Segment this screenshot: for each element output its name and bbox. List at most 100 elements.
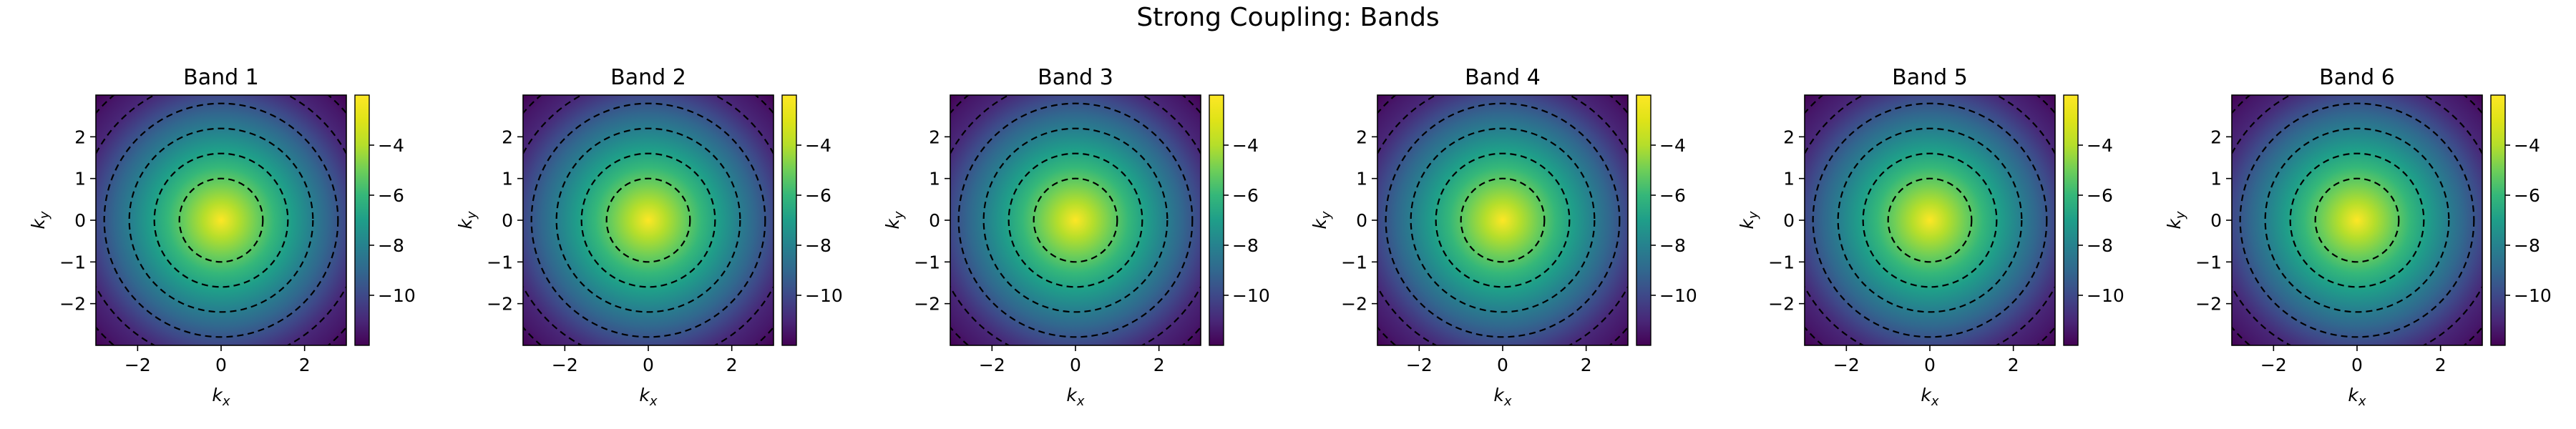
contour-line [178,177,264,263]
y-tick-label: −2 [1341,294,1367,315]
colorbar [354,94,370,346]
y-tick-label: 0 [74,210,86,231]
y-tick-label: 1 [929,169,940,189]
y-tick-label: 0 [1783,210,1795,231]
contour-line [1837,127,2023,313]
y-tick-label: 1 [74,169,86,189]
colorbar-tick-label: −6 [1659,185,1686,206]
contour-line [2314,177,2400,263]
colorbar [1636,94,1652,346]
x-tick-label: 0 [1070,355,1081,375]
panel-title: Band 2 [610,65,686,90]
y-axis-label: ky [1309,211,1334,229]
y-tick-label: 1 [1356,169,1367,189]
contour-line [1033,177,1118,263]
contour-line [555,127,741,313]
x-axis-label: kx [1066,385,1084,409]
y-tick-label: −1 [1768,252,1795,272]
colorbar-tick-label: −4 [2514,135,2540,156]
colorbar [2063,94,2079,346]
y-tick-label: 2 [929,127,940,147]
colorbar-tick-label: −8 [2514,235,2540,256]
y-tick-label: 2 [74,127,86,147]
x-tick-label: 2 [1153,355,1165,375]
x-tick-label: −2 [1833,355,1860,375]
colorbar-tick-label: −8 [1232,235,1259,256]
heatmap [1805,95,2055,345]
x-tick-label: 0 [1924,355,1936,375]
contour-line [128,127,314,313]
colorbar [1209,94,1224,346]
contour-line [530,102,766,338]
y-tick-label: −2 [914,294,940,315]
contour-line [1887,177,1973,263]
colorbar-tick-label: −8 [378,235,404,256]
y-tick-label: 0 [1356,210,1367,231]
contour-line [605,177,691,263]
y-axis-label: ky [28,211,52,229]
contour-line [957,102,1194,338]
x-tick-label: −2 [1406,355,1433,375]
y-tick-label: −2 [487,294,513,315]
x-axis-label: kx [639,385,657,409]
y-tick-label: 2 [1356,127,1367,147]
contour-line [2264,127,2450,313]
x-axis-label: kx [1493,385,1511,409]
contour-line [1410,127,1596,313]
y-tick-label: 0 [502,210,513,231]
y-tick-label: −2 [1768,294,1795,315]
x-tick-label: 0 [2351,355,2363,375]
y-tick-label: 1 [1783,169,1795,189]
panel-title: Band 1 [183,65,259,90]
contour-line [1460,177,1546,263]
colorbar-tick-label: −6 [2087,185,2113,206]
colorbar-tick-label: −8 [2087,235,2113,256]
x-tick-label: 0 [215,355,227,375]
colorbar-tick-label: −4 [1232,135,1259,156]
y-tick-label: 0 [929,210,940,231]
x-tick-label: 2 [2435,355,2446,375]
contour-line [2289,152,2425,288]
x-tick-label: 0 [1497,355,1508,375]
y-tick-label: −1 [914,252,940,272]
colorbar-tick-label: −6 [378,185,404,206]
contour-line [982,127,1169,313]
contour-line [1812,102,2048,338]
colorbar-tick-label: −6 [1232,185,1259,206]
colorbar-tick-label: −10 [805,285,843,306]
y-axis-label: ky [2164,211,2188,229]
y-tick-label: 2 [2210,127,2222,147]
colorbar-tick-label: −4 [378,135,404,156]
colorbar-tick-label: −4 [805,135,831,156]
colorbar-tick-label: −4 [1659,135,1686,156]
x-tick-label: 2 [726,355,738,375]
x-axis-label: kx [2348,385,2366,409]
heatmap-field [1805,95,2055,345]
colorbar-tick-label: −10 [378,285,416,306]
x-tick-label: −2 [125,355,151,375]
heatmap [2232,95,2482,345]
x-tick-label: 2 [299,355,311,375]
colorbar-tick-label: −8 [805,235,831,256]
x-tick-label: −2 [552,355,578,375]
heatmap [523,95,774,345]
heatmap [96,95,346,345]
x-axis-label: kx [1921,385,1938,409]
x-tick-label: −2 [2260,355,2287,375]
colorbar [2490,94,2506,346]
x-tick-label: 2 [1581,355,1592,375]
colorbar [781,94,797,346]
colorbar-tick-label: −10 [2087,285,2124,306]
colorbar-tick-label: −10 [2514,285,2552,306]
contour-line [1862,152,1998,288]
contour-line [2239,102,2475,338]
panel-title: Band 4 [1465,65,1541,90]
contour-line [103,102,339,338]
heatmap-field [1377,95,1628,345]
y-tick-label: −1 [2195,252,2222,272]
figure-title: Strong Coupling: Bands [1136,3,1440,32]
